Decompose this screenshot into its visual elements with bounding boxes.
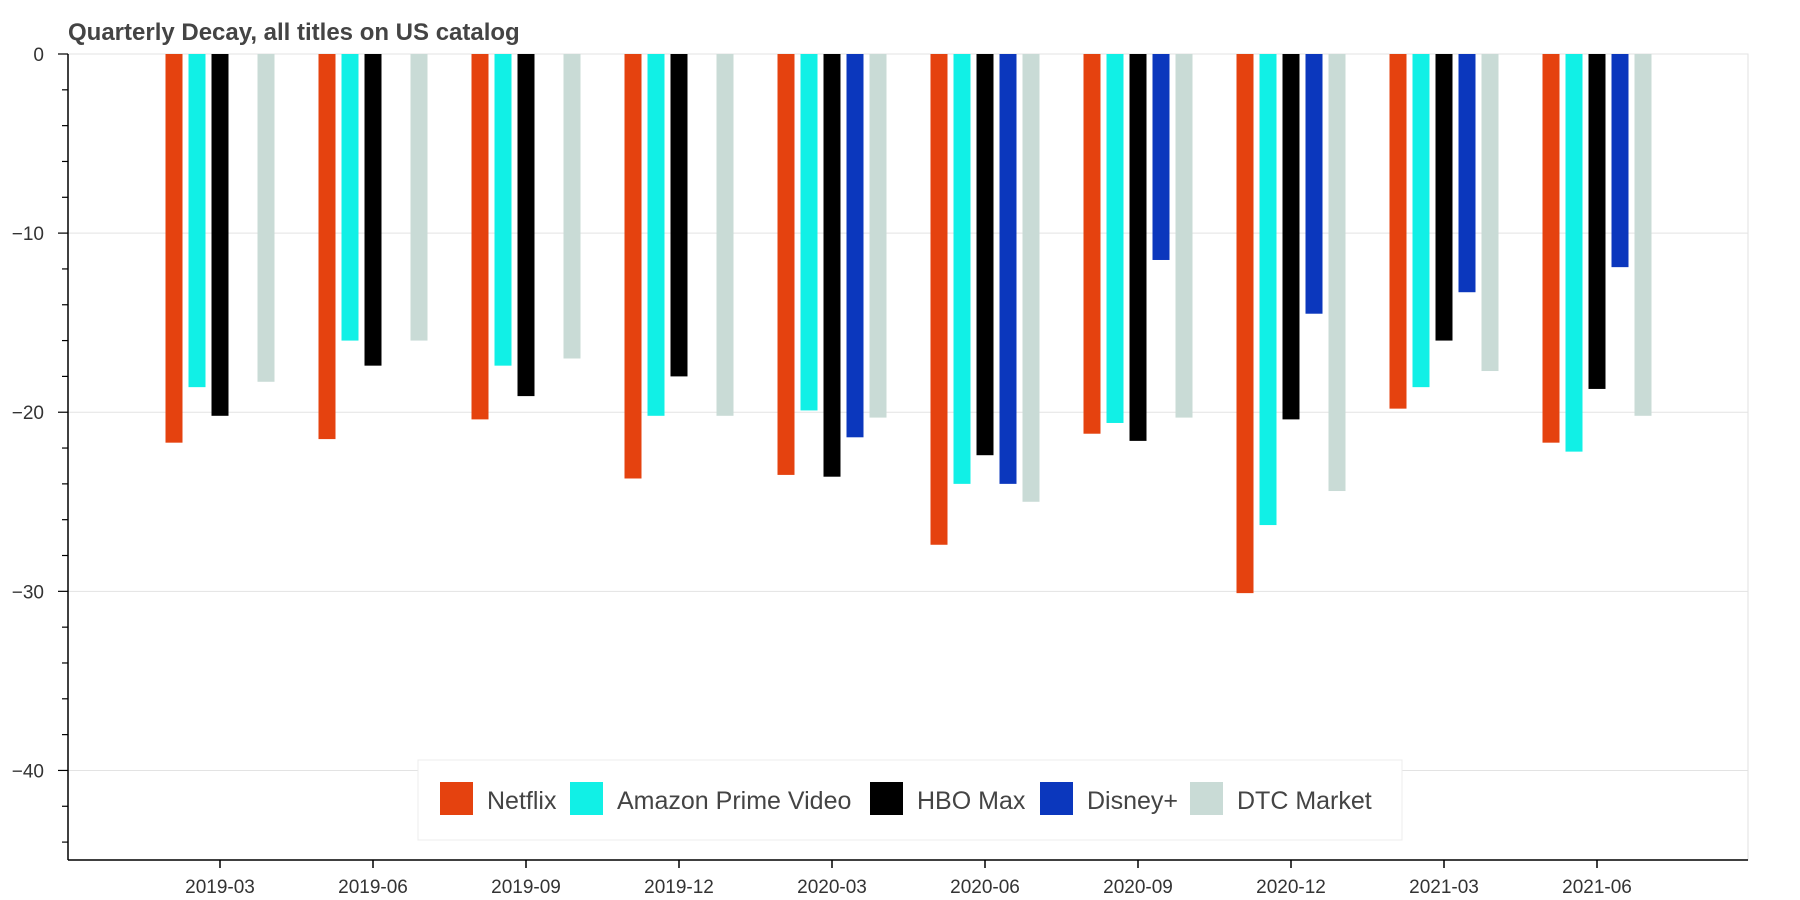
bar-disney- [999,54,1017,484]
bar-amazon-prime-video [1412,54,1430,388]
chart-title: Quarterly Decay, all titles on US catalo… [68,19,520,46]
y-tick-label: −40 [12,761,44,782]
bar-dtc-market [869,54,887,418]
bar-amazon-prime-video [494,54,512,366]
y-tick-label: −30 [12,582,44,603]
y-tick-label: 0 [33,45,44,66]
bar-hbo-max [976,54,994,456]
bar-netflix [165,54,183,443]
bar-disney- [1305,54,1323,314]
legend: Netflix Amazon Prime Video HBO Max Disney+ D… [417,759,1403,841]
bar-disney- [846,54,864,438]
bar-hbo-max [211,54,229,416]
bar-dtc-market [716,54,734,416]
legend-swatch [1190,782,1223,815]
x-tick-label: 2019-12 [644,877,714,898]
bar-hbo-max [1282,54,1300,420]
y-tick-label: −20 [12,403,44,424]
x-tick-label: 2020-03 [797,877,867,898]
bar-disney- [1152,54,1170,260]
bar-amazon-prime-video [800,54,818,411]
bar-hbo-max [823,54,841,477]
bar-dtc-market [1022,54,1040,502]
x-tick-label: 2019-06 [338,877,408,898]
bar-amazon-prime-video [1106,54,1124,423]
x-tick-label: 2021-03 [1409,877,1479,898]
x-tick-label: 2020-12 [1256,877,1326,898]
y-tick-label: −10 [12,224,44,245]
bar-hbo-max [1588,54,1606,389]
bar-netflix [777,54,795,475]
legend-label: Amazon Prime Video [617,787,851,815]
bar-netflix [930,54,948,545]
legend-swatch [870,782,903,815]
bar-netflix [624,54,642,479]
legend-label: Netflix [487,787,557,815]
bar-amazon-prime-video [341,54,359,341]
bar-dtc-market [257,54,275,382]
bar-amazon-prime-video [1259,54,1277,526]
bars [165,54,1652,594]
x-tick-label: 2019-09 [491,877,561,898]
axes: 0 −10 −20 −30 −40 2019-03 2019-06 2019-09 2019-1… [12,45,1748,898]
legend-swatch [440,782,473,815]
bar-disney- [1458,54,1476,293]
legend-label: Disney+ [1087,787,1178,815]
bar-netflix [1389,54,1407,409]
bar-hbo-max [1435,54,1453,341]
bar-netflix [1083,54,1101,434]
bar-hbo-max [670,54,688,377]
legend-label: HBO Max [917,787,1026,815]
bar-netflix [471,54,489,420]
bar-dtc-market [563,54,581,359]
x-tick-label: 2021-06 [1562,877,1632,898]
bar-hbo-max [517,54,535,397]
legend-swatch [1040,782,1073,815]
x-tick-label: 2019-03 [185,877,255,898]
x-tick-label: 2020-06 [950,877,1020,898]
bar-dtc-market [1175,54,1193,418]
bar-disney- [1611,54,1629,268]
bar-hbo-max [364,54,382,366]
x-tick-label: 2020-09 [1103,877,1173,898]
bar-dtc-market [410,54,428,341]
bar-amazon-prime-video [953,54,971,484]
bar-amazon-prime-video [188,54,206,388]
bar-hbo-max [1129,54,1147,441]
bar-netflix [318,54,336,440]
bar-dtc-market [1328,54,1346,492]
bar-netflix [1542,54,1560,443]
bar-netflix [1236,54,1254,594]
bar-amazon-prime-video [1565,54,1583,452]
legend-swatch [570,782,603,815]
bar-dtc-market [1634,54,1652,416]
legend-label: DTC Market [1237,787,1372,815]
bar-amazon-prime-video [647,54,665,416]
bar-dtc-market [1481,54,1499,372]
